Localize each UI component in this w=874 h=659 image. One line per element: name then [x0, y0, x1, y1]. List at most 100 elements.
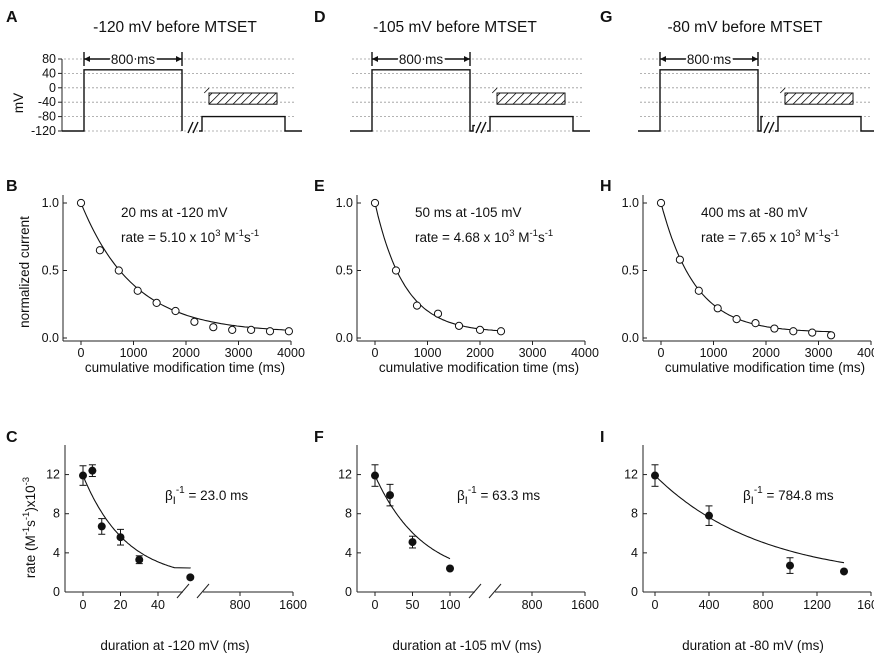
- x-tick-label: 4000: [571, 346, 599, 360]
- panel-label-a: A: [6, 9, 18, 26]
- x-tick-label: 1600: [571, 598, 599, 612]
- hatch-line: [528, 92, 541, 105]
- y-tick-label: 1.0: [42, 196, 59, 210]
- data-point: [95, 246, 105, 255]
- axis-break-mark: [196, 583, 210, 599]
- hatch-line: [248, 92, 261, 105]
- data-point: [827, 331, 836, 340]
- condition-annotation: 20 ms at -120 mV: [121, 205, 228, 220]
- tau-annotation: βI-1 = 784.8 ms: [743, 485, 834, 507]
- data-point: [656, 198, 666, 208]
- data-point: [209, 323, 218, 332]
- hatch-line: [560, 99, 566, 105]
- x-tick-label: 1600: [857, 598, 874, 612]
- x-tick-label: 20: [114, 598, 128, 612]
- protocol-mtset-pulse: [199, 115, 302, 132]
- data-point: [808, 328, 817, 337]
- hatch-line: [792, 92, 805, 105]
- protocol-break-mark: [768, 121, 775, 134]
- y-tick-label: 8: [631, 507, 638, 521]
- x-tick-label: 1600: [279, 598, 307, 612]
- tau-annotation: βI-1 = 23.0 ms: [165, 485, 248, 507]
- hatch-line: [256, 92, 269, 105]
- hatch-line: [808, 92, 821, 105]
- rate-chart-f: 0 4 8 12 0 50 100 800 1600 duration at -105 mV (m…: [338, 445, 599, 653]
- hatch-line: [832, 92, 845, 105]
- fit-curve: [80, 202, 289, 331]
- protocol-break-mark: [763, 121, 770, 134]
- hatch-line: [520, 92, 533, 105]
- x-tick-label: 3000: [519, 346, 547, 360]
- protocol-title-g: -80 mV before MTSET: [667, 19, 823, 36]
- fit-curve: [82, 475, 191, 569]
- data-point: [371, 471, 379, 480]
- y-tick-label: 1.0: [336, 196, 353, 210]
- duration-arrow-head: [464, 56, 470, 62]
- x-tick-label: 100: [440, 598, 461, 612]
- y-tick-label: 12: [338, 468, 352, 482]
- data-point: [228, 325, 237, 334]
- x-tick-label: 800: [230, 598, 251, 612]
- x-tick-label: 2000: [172, 346, 200, 360]
- hatch-line: [536, 92, 549, 105]
- rate-chart-i: 0 4 8 12 0 400 800 1200 1600 duration at -80 mV (…: [624, 445, 874, 653]
- protocol-trace-g: 800 ms: [638, 50, 874, 134]
- data-point: [770, 324, 779, 333]
- protocol-step-pulse: [638, 69, 763, 132]
- data-point: [408, 538, 417, 547]
- tau-annotation: βI-1 = 63.3 ms: [457, 485, 540, 507]
- hatch-line: [496, 92, 501, 97]
- protocol-break-mark: [475, 121, 482, 134]
- hatch-line: [496, 92, 509, 105]
- y-tick-label: 0.0: [42, 331, 59, 345]
- x-tick-label: 3000: [805, 346, 833, 360]
- duration-label: 800 ms: [399, 52, 444, 67]
- x-axis-label: cumulative modification time (ms): [379, 360, 579, 375]
- x-tick-label: 2000: [466, 346, 494, 360]
- panel-label-e: E: [314, 178, 325, 195]
- duration-label: 800 ms: [111, 52, 156, 67]
- hatch-line: [816, 92, 829, 105]
- x-tick-label: 4000: [277, 346, 305, 360]
- data-point: [391, 266, 401, 275]
- data-point: [840, 567, 848, 576]
- protocol-mtset-pulse: [775, 115, 874, 132]
- hatch-line: [232, 92, 245, 105]
- y-tick-label: 8: [345, 507, 352, 521]
- hatch-line: [840, 92, 853, 105]
- duration-arrow-head: [660, 56, 666, 62]
- y-tick-label: 4: [631, 546, 638, 560]
- x-axis-label: cumulative modification time (ms): [665, 360, 865, 375]
- panel-label-d: D: [314, 9, 326, 26]
- data-point: [433, 309, 443, 318]
- x-tick-label: 0: [80, 598, 87, 612]
- x-tick-label: 0: [652, 598, 659, 612]
- x-tick-label: 0: [78, 346, 85, 360]
- hatch-line: [779, 87, 786, 94]
- panel-label-f: F: [314, 429, 324, 446]
- y-tick-label: 4: [345, 546, 352, 560]
- data-point: [412, 301, 422, 310]
- protocol-mv-tick-label: -40: [38, 95, 56, 109]
- hatch-line: [208, 92, 213, 97]
- data-point: [247, 325, 256, 334]
- y-tick-label: 0: [345, 585, 352, 599]
- hatch-line: [512, 92, 525, 105]
- data-point: [133, 286, 142, 295]
- protocol-break-mark: [480, 121, 487, 134]
- x-tick-label: 400: [699, 598, 720, 612]
- hatch-line: [264, 92, 277, 105]
- data-point: [751, 319, 760, 328]
- protocol-trace-d: 800 ms: [350, 50, 590, 134]
- x-tick-label: 0: [658, 346, 665, 360]
- data-point: [135, 555, 144, 564]
- hatch-line: [504, 92, 517, 105]
- data-point: [284, 327, 293, 336]
- duration-arrow-head: [84, 56, 90, 62]
- fit-curve: [654, 475, 845, 564]
- hatch-line: [208, 92, 221, 105]
- protocol-step-pulse: [350, 69, 475, 132]
